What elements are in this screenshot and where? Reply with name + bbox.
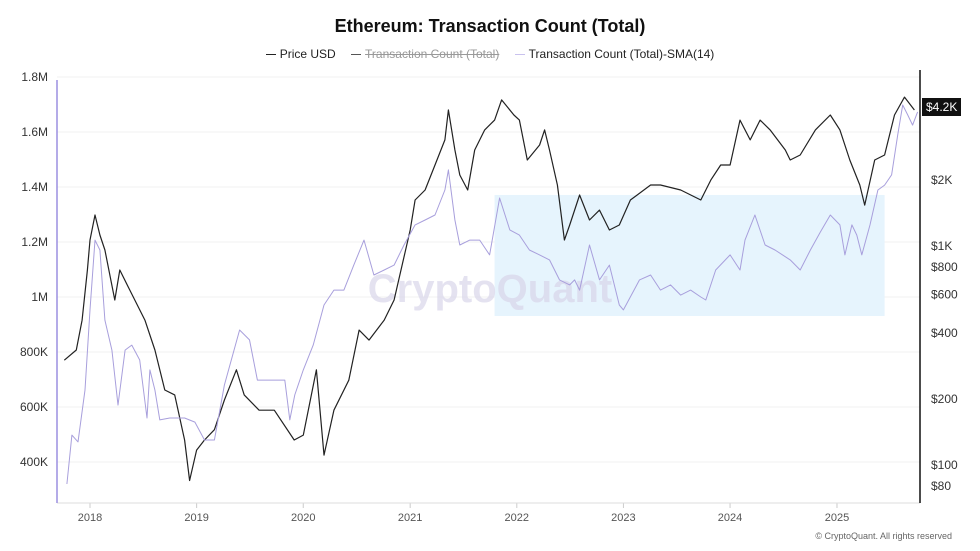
y-right-tick-label: $800 <box>931 260 958 274</box>
chart-title: Ethereum: Transaction Count (Total) <box>334 16 646 36</box>
legend: Price USD Transaction Count (Total) Tran… <box>0 47 980 61</box>
x-tick-label: 2024 <box>718 512 742 524</box>
y-left-tick-label: 800K <box>20 345 48 359</box>
y-right-tick-label: $2K <box>931 173 952 187</box>
y-right-tick-label: $1K <box>931 239 952 253</box>
y-left-tick-label: 1.8M <box>21 70 48 84</box>
legend-item-sma[interactable]: Transaction Count (Total)-SMA(14) <box>514 47 715 61</box>
y-left-tick-label: 1.4M <box>21 180 48 194</box>
last-price-label: $4.2K <box>922 98 962 116</box>
legend-item-price[interactable]: Price USD <box>265 47 336 61</box>
y-left-tick-label: 1M <box>31 290 48 304</box>
sma-line <box>66 104 919 485</box>
x-tick-label: 2018 <box>78 512 102 524</box>
y-left-tick-label: 1.6M <box>21 125 48 139</box>
legend-swatch <box>351 54 362 56</box>
watermark: CryptoQuant <box>368 267 612 311</box>
y-right-tick-label: $400 <box>931 326 958 340</box>
y-right-tick-label: $80 <box>931 479 951 493</box>
x-tick-label: 2023 <box>611 512 635 524</box>
x-tick-label: 2020 <box>291 512 315 524</box>
y-right-tick-label: $100 <box>931 458 958 472</box>
x-tick-label: 2025 <box>825 512 849 524</box>
x-tick-label: 2021 <box>398 512 422 524</box>
y-left-tick-label: 1.2M <box>21 235 48 249</box>
y-right-tick-label: $200 <box>931 392 958 406</box>
legend-item-transaction-count[interactable]: Transaction Count (Total) <box>351 47 499 61</box>
legend-swatch <box>265 54 276 56</box>
price-line <box>63 96 915 482</box>
y-right-tick-label: $600 <box>931 288 958 302</box>
x-tick-label: 2022 <box>505 512 529 524</box>
y-left-tick-label: 400K <box>20 455 48 469</box>
legend-swatch <box>514 54 525 56</box>
y-left-tick-label: 600K <box>20 400 48 414</box>
x-tick-label: 2019 <box>184 512 208 524</box>
highlight-region <box>494 194 885 316</box>
legend-label: Transaction Count (Total) <box>365 47 500 61</box>
legend-label: Transaction Count (Total)-SMA(14) <box>528 47 715 61</box>
legend-label: Price USD <box>279 47 336 61</box>
copyright-footer: © CryptoQuant. All rights reserved <box>815 531 952 541</box>
